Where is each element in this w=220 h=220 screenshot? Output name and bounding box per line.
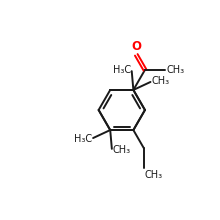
Text: CH₃: CH₃	[113, 145, 131, 155]
Text: CH₃: CH₃	[167, 65, 185, 75]
Text: H₃C: H₃C	[74, 134, 92, 144]
Text: CH₃: CH₃	[145, 170, 163, 180]
Text: H₃C: H₃C	[113, 65, 131, 75]
Text: O: O	[132, 40, 142, 53]
Text: CH₃: CH₃	[152, 76, 170, 86]
